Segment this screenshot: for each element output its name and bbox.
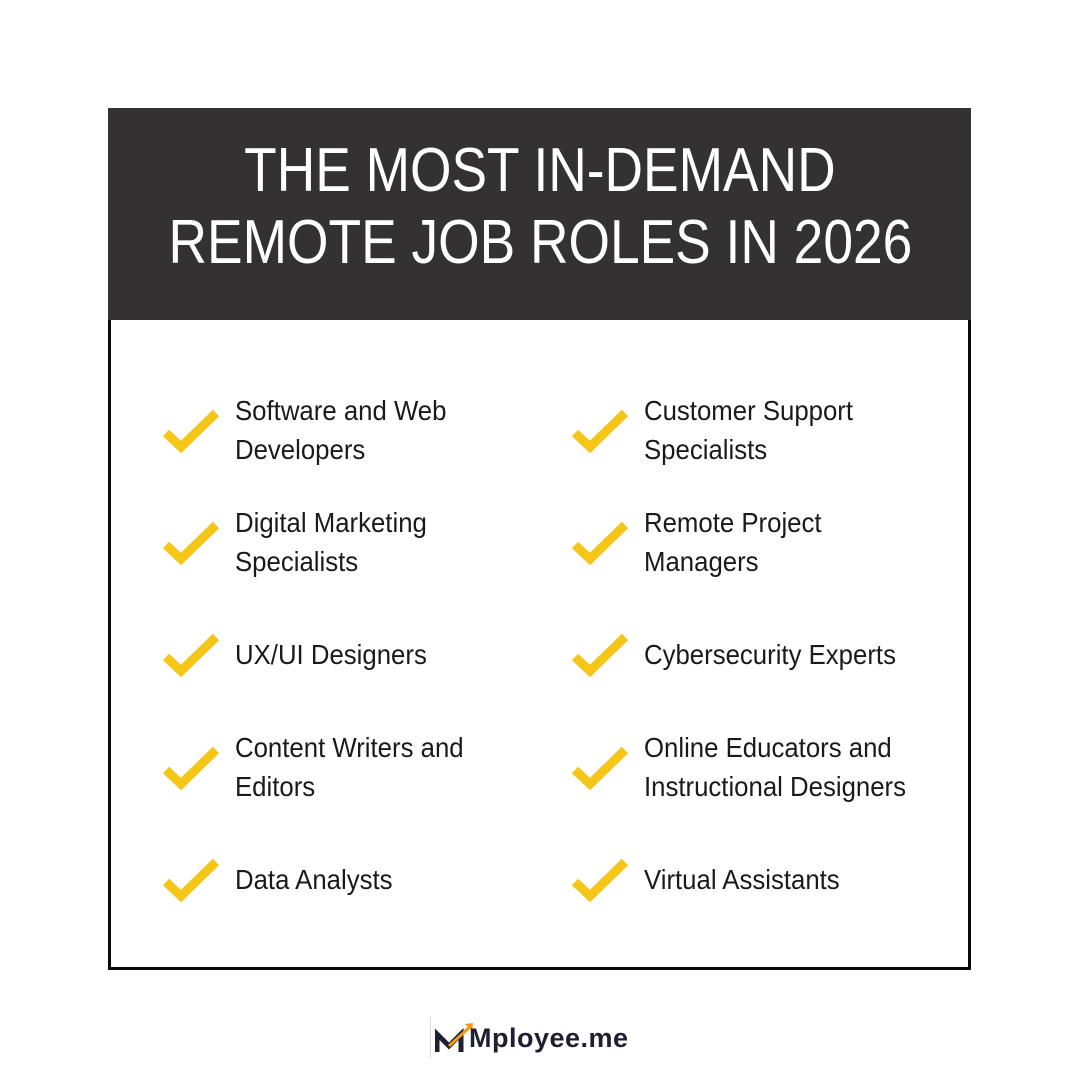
list-item: Content Writers and Editors xyxy=(162,727,484,807)
job-role-label: Content Writers and Editors xyxy=(235,732,464,802)
checkmark-icon xyxy=(571,633,629,677)
job-role-label: Customer Support Specialists xyxy=(644,395,854,465)
job-role-label: Software and Web Developers xyxy=(235,395,447,465)
title-line-1: THE MOST IN-DEMAND xyxy=(243,136,836,205)
checkmark-icon xyxy=(162,521,220,565)
job-role-label: Online Educators and Instructional Design… xyxy=(644,732,907,802)
list-item: Virtual Assistants xyxy=(571,839,857,919)
list-item: Online Educators and Instructional Design… xyxy=(571,727,929,807)
checkmark-icon xyxy=(162,858,220,902)
checkmark-icon xyxy=(162,746,220,790)
list-item: Remote Project Managers xyxy=(571,502,837,582)
list-item: Digital Marketing Specialists xyxy=(162,502,444,582)
mployee-logo: Mployee.me xyxy=(430,1016,629,1060)
title-line-2: REMOTE JOB ROLES IN 2026 xyxy=(168,208,913,277)
logo-text: Mployee.me xyxy=(469,1022,629,1053)
job-role-label: Remote Project Managers xyxy=(644,507,822,577)
list-item: Cybersecurity Experts xyxy=(571,614,918,694)
checkmark-icon xyxy=(571,746,629,790)
list-item: Customer Support Specialists xyxy=(571,390,871,470)
job-role-label: Digital Marketing Specialists xyxy=(235,507,427,577)
checkmark-icon xyxy=(162,633,220,677)
roles-card: THE MOST IN-DEMAND REMOTE JOB ROLES IN 2… xyxy=(108,108,971,970)
list-item: Software and Web Developers xyxy=(162,390,465,470)
job-role-label: Virtual Assistants xyxy=(644,863,840,895)
job-role-label: UX/UI Designers xyxy=(235,638,427,670)
job-role-label: Cybersecurity Experts xyxy=(644,638,896,670)
checkmark-icon xyxy=(571,858,629,902)
header-banner: THE MOST IN-DEMAND REMOTE JOB ROLES IN 2… xyxy=(108,108,971,320)
job-role-label: Data Analysts xyxy=(235,863,393,895)
checkmark-icon xyxy=(162,409,220,453)
logo-m-arrow-icon xyxy=(435,1023,473,1052)
list-item: UX/UI Designers xyxy=(162,614,444,694)
checkmark-icon xyxy=(571,409,629,453)
list-item: Data Analysts xyxy=(162,839,406,919)
checkmark-icon xyxy=(571,521,629,565)
